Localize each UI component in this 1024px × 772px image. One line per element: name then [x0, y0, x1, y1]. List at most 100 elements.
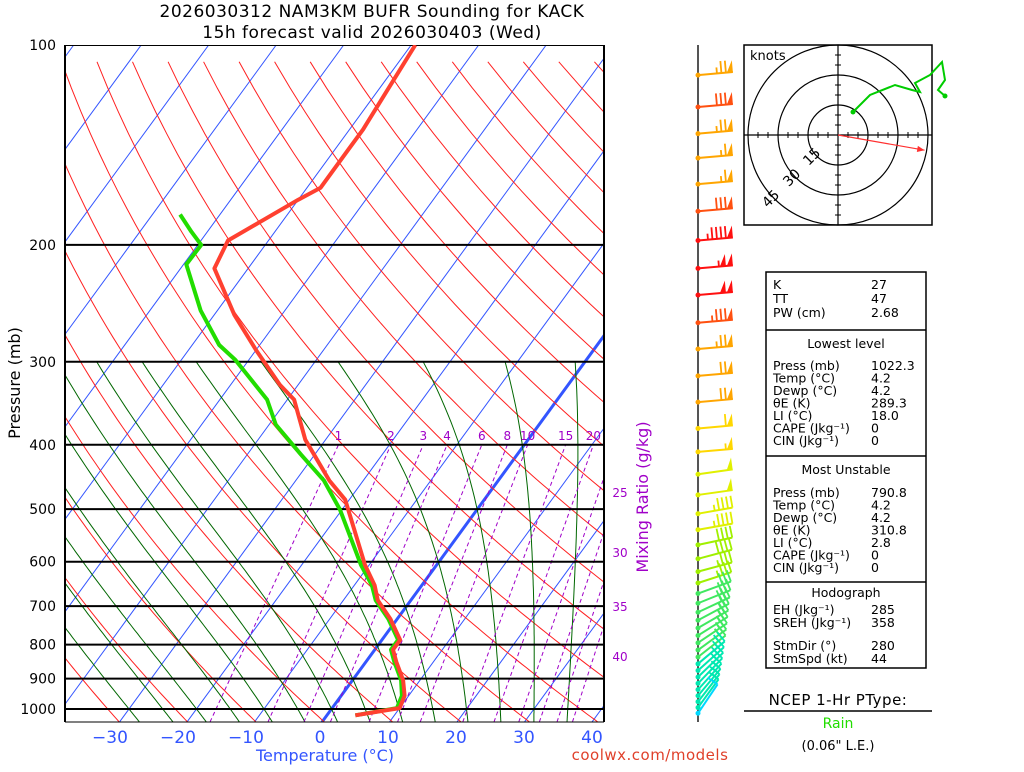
wind-barb-station [696, 73, 701, 78]
wind-barb-full [717, 529, 719, 541]
index-value: 47 [871, 291, 887, 306]
wind-barb-staff [698, 265, 733, 268]
pressure-tick-label: 200 [29, 238, 56, 254]
wind-barb-full [725, 144, 726, 156]
wind-barb-staff [698, 538, 732, 545]
wind-barb-staff [698, 490, 733, 495]
hodograph-units-label: knots [750, 49, 786, 64]
dry-adiabat [0, 62, 393, 722]
wind-barb-flag [727, 143, 733, 155]
wind-barb-station [696, 527, 701, 532]
mixing-ratio-label: 3 [419, 429, 427, 443]
isotherm [52, 45, 546, 722]
index-value: 2.68 [871, 305, 899, 320]
wind-barb-full [725, 308, 726, 320]
wind-barb-station [696, 661, 701, 666]
most-unstable-value: 0 [871, 560, 879, 575]
wind-barb-full [725, 414, 726, 426]
moist-adiabat [0, 362, 239, 722]
mixing-ratio-label: 1 [335, 429, 343, 443]
temperature-tick-label: −30 [92, 728, 128, 748]
most-unstable-header: Most Unstable [801, 462, 890, 477]
dry-adiabat [97, 62, 666, 722]
wind-barb-flag [727, 361, 733, 373]
dewpoint-line [180, 215, 402, 716]
wind-barb [696, 387, 733, 405]
wind-barb-full [717, 514, 719, 526]
credit-text: coolwx.com/models [572, 746, 729, 764]
wind-barb-station [696, 681, 701, 686]
pressure-tick-label: 500 [29, 502, 56, 518]
wind-barb-station [696, 131, 701, 136]
wind-barb-half [716, 341, 717, 347]
lowest-level-value: 0 [871, 433, 879, 448]
wind-barb-station [696, 156, 701, 161]
wind-barb-flag [727, 226, 733, 238]
ptype-label: NCEP 1-Hr PType: [769, 691, 908, 709]
chart-title: 2026030312 NAM3KM BUFR Sounding for KACK [160, 2, 585, 22]
wind-barb-full [720, 309, 721, 321]
wind-barb-full [725, 61, 726, 73]
wind-barb-station [696, 591, 701, 596]
wind-barb-station [696, 640, 701, 645]
wind-barb-full [720, 93, 721, 105]
dry-adiabat [452, 62, 1024, 722]
y-axis-label: Pressure (mb) [5, 327, 24, 439]
wind-barb-full [725, 119, 726, 131]
wind-barb-station [696, 601, 701, 606]
mixing-ratio-label: 6 [478, 429, 486, 443]
wind-barb-full [720, 120, 721, 132]
lowest-level-header: Lowest level [807, 336, 884, 351]
hodograph-end-point [943, 94, 948, 99]
temperature-line [214, 45, 415, 715]
wind-barb-full [716, 93, 717, 105]
wind-barb-station [696, 266, 701, 271]
index-label: K [773, 277, 782, 292]
mixing-ratio-label: 20 [586, 429, 601, 443]
mixing-ratio-label: 35 [612, 600, 627, 614]
wind-barb-staff [698, 373, 733, 376]
temperature-tick-label: 40 [581, 728, 603, 748]
wind-barb-station [696, 293, 701, 298]
index-value: 27 [871, 277, 887, 292]
profiles [180, 45, 415, 715]
mixing-ratio-line [494, 445, 593, 722]
wind-barb-full [716, 198, 717, 210]
temperature-tick-label: 10 [377, 728, 399, 748]
wind-barb-half [721, 150, 722, 156]
wind-barb-half [714, 505, 715, 511]
wind-barb-half [716, 126, 717, 132]
ptype-amount: (0.06" L.E.) [802, 739, 875, 754]
pressure-tick-label: 700 [29, 599, 56, 615]
hodograph-stat-value: 358 [871, 615, 895, 630]
pressure-tick-label: 600 [29, 555, 56, 571]
wind-barb-full [725, 527, 727, 539]
mixing-ratio-label: 4 [443, 429, 451, 443]
wind-barb-station [696, 373, 701, 378]
wind-barb-station [696, 449, 701, 454]
wind-barb-full [722, 513, 724, 525]
wind-barb-staff [698, 550, 732, 559]
wind-barb [696, 457, 733, 476]
wind-barb-station [696, 633, 701, 638]
wind-barb-station [696, 687, 701, 692]
wind-barb [696, 280, 733, 298]
wind-barb [696, 478, 733, 497]
wind-barb-flag [727, 60, 733, 72]
wind-barb-station [696, 209, 701, 214]
mixing-ratio-label: 2 [387, 429, 395, 443]
temperature-tick-label: 20 [445, 728, 467, 748]
wind-barb [696, 60, 733, 78]
lowest-level-label: CIN (Jkg⁻¹) [773, 433, 839, 448]
mixing-ratio-label: 8 [504, 429, 512, 443]
wind-barb-flag [720, 254, 726, 266]
wind-barb-half [725, 443, 726, 449]
wind-barb-full [720, 553, 723, 565]
wind-barb-station [696, 105, 701, 110]
wind-barb-station [696, 711, 701, 716]
wind-barb-full [720, 227, 721, 239]
wind-barb [696, 92, 733, 110]
wind-barb-full [730, 526, 732, 538]
